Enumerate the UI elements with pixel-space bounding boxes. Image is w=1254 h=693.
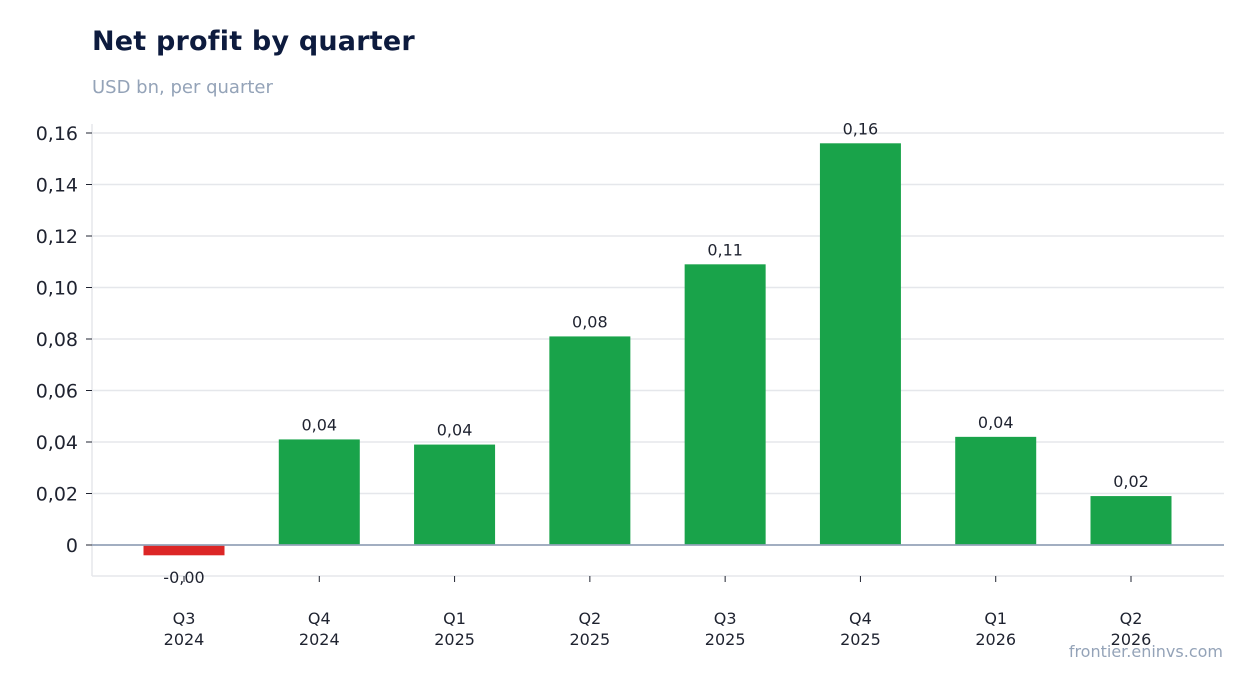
y-tick-label: 0,10	[36, 278, 78, 300]
x-tick-label-year: 2025	[705, 630, 746, 649]
x-tick-label-quarter: Q2	[1120, 609, 1143, 628]
chart-subtitle: USD bn, per quarter	[92, 77, 273, 98]
y-tick-label: 0,12	[36, 226, 78, 248]
bar	[414, 444, 496, 545]
chart-title: Net profit by quarter	[92, 26, 415, 57]
x-tick-label-quarter: Q3	[714, 609, 737, 628]
x-tick-label-quarter: Q3	[173, 609, 196, 628]
bar	[819, 143, 901, 546]
data-label: 0,16	[843, 119, 879, 138]
data-label: 0,02	[1113, 472, 1149, 491]
x-tick-label-year: 2025	[434, 630, 475, 649]
x-tick-label-quarter: Q1	[984, 609, 1007, 628]
x-tick-label-quarter: Q4	[308, 609, 331, 628]
data-label: 0,04	[301, 415, 337, 434]
x-tick-label-quarter: Q2	[578, 609, 601, 628]
y-tick-label: 0,02	[36, 484, 78, 506]
y-tick-label: 0,04	[36, 432, 78, 454]
data-label: 0,08	[572, 312, 608, 331]
bar	[143, 545, 225, 556]
x-tick-label-quarter: Q4	[849, 609, 872, 628]
bar	[549, 336, 631, 545]
y-tick-label: 0,16	[36, 123, 78, 145]
y-tick-label: 0	[66, 535, 78, 557]
x-tick-label-quarter: Q1	[443, 609, 466, 628]
source-watermark: frontier.eninvs.com	[1068, 642, 1223, 661]
bar	[1090, 496, 1172, 545]
x-tick-label-year: 2025	[840, 630, 881, 649]
data-label: 0,04	[978, 413, 1014, 432]
data-label: 0,11	[707, 240, 743, 259]
bar	[684, 264, 766, 545]
x-tick-label-year: 2026	[975, 630, 1016, 649]
bar	[955, 436, 1037, 545]
x-tick-label-year: 2025	[569, 630, 610, 649]
y-tick-label: 0,08	[36, 329, 78, 351]
bar	[278, 439, 360, 545]
data-label: 0,04	[437, 421, 473, 440]
x-tick-label-year: 2026	[1111, 630, 1152, 649]
x-tick-label-year: 2024	[164, 630, 205, 649]
x-tick-label-year: 2024	[299, 630, 340, 649]
y-tick-label: 0,06	[36, 381, 78, 403]
y-tick-label: 0,14	[36, 175, 78, 197]
